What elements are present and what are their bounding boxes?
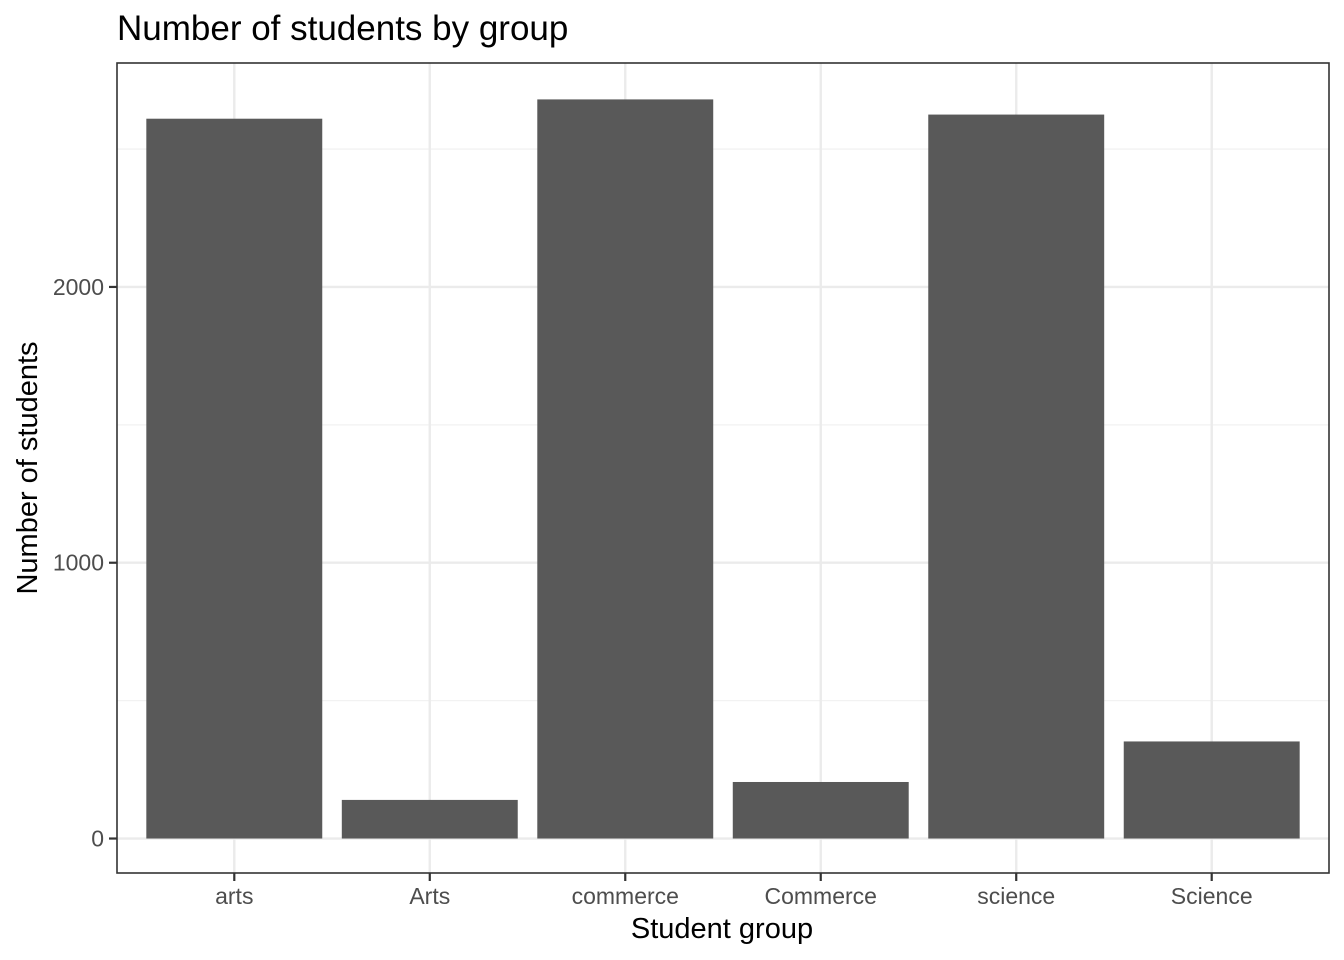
x-tick-label: science xyxy=(977,883,1055,909)
bar-arts-0 xyxy=(146,118,323,839)
x-tick-label: Arts xyxy=(409,883,450,909)
bar-commerce-3 xyxy=(732,781,909,839)
bar-arts-1 xyxy=(341,799,518,839)
x-tick-label: Commerce xyxy=(765,883,877,909)
bar-science-4 xyxy=(928,114,1105,839)
y-tick-label: 2000 xyxy=(53,274,104,300)
y-tick-label: 0 xyxy=(91,826,104,852)
plot-area: 0 1000 2000 arts Arts commerce Commerce science… xyxy=(53,62,1330,909)
panel-border xyxy=(116,62,1330,874)
bar-science-5 xyxy=(1123,741,1300,839)
x-tick-label: commerce xyxy=(572,883,679,909)
chart-title: Number of students by group xyxy=(117,9,568,48)
y-tick-label: 1000 xyxy=(53,550,104,576)
x-tick-label: Science xyxy=(1171,883,1253,909)
x-tick-label: arts xyxy=(215,883,253,909)
x-axis-title: Student group xyxy=(631,913,813,945)
bar-commerce-2 xyxy=(537,99,714,839)
y-axis-title: Number of students xyxy=(12,341,44,594)
